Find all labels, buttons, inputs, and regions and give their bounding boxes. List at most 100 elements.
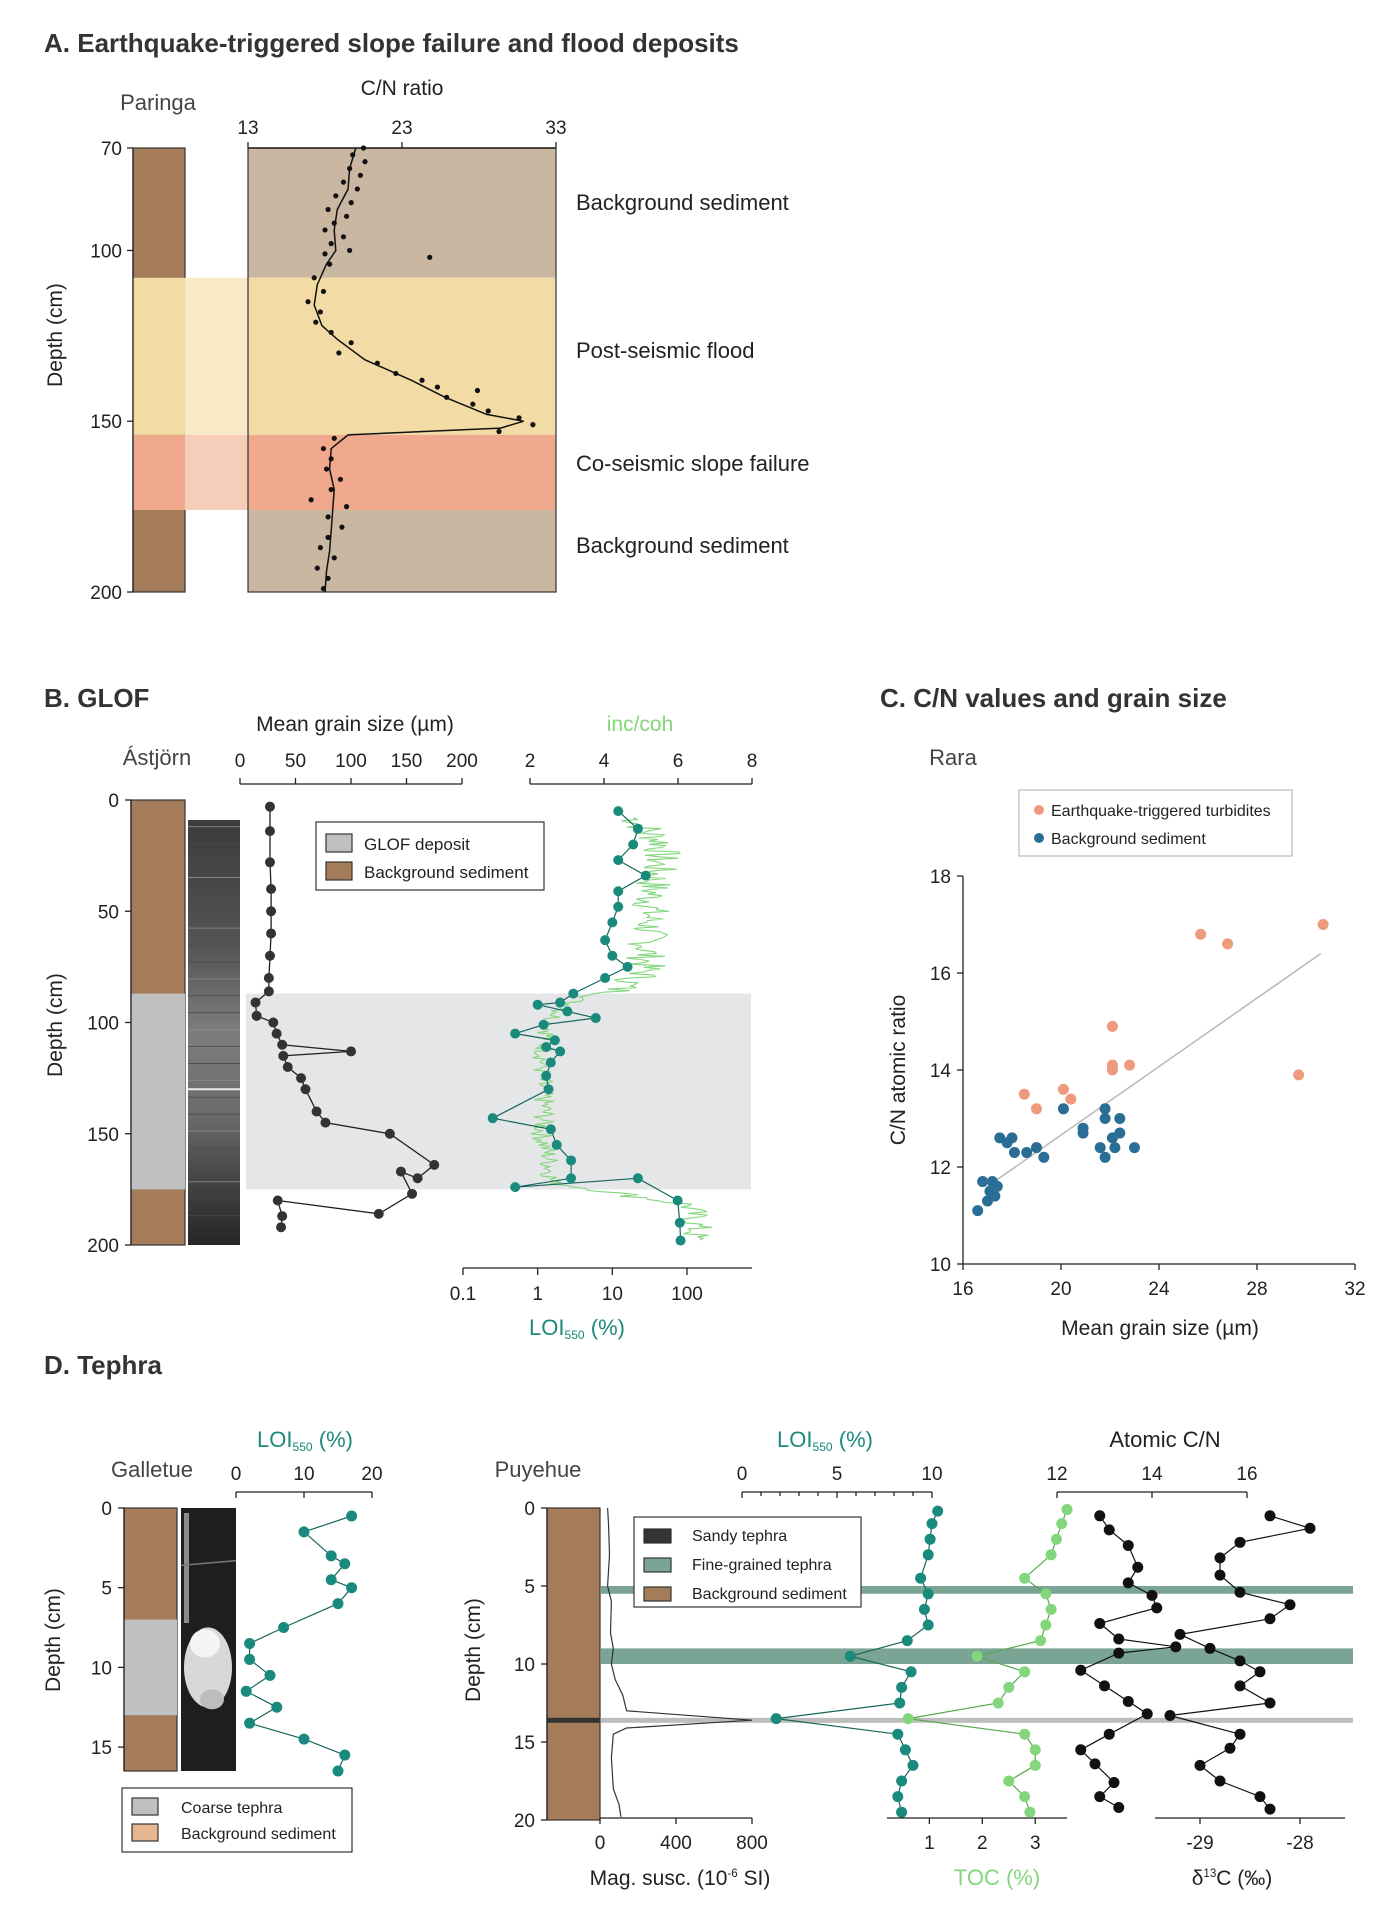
d2-y-axis-label: Depth (cm) [462, 1598, 485, 1702]
a-zone-band [248, 148, 556, 278]
d2-d13c-point [1164, 1709, 1176, 1721]
b-grain-point [296, 1073, 307, 1084]
c-background-point [1057, 1103, 1069, 1115]
c-background-point [1099, 1113, 1111, 1124]
a-data-point [325, 575, 331, 581]
b-grain-tick-label: 150 [391, 751, 423, 772]
c-background-point [991, 1180, 1003, 1192]
d2-loi-point [770, 1713, 782, 1725]
d2-cn-point [1094, 1510, 1106, 1522]
a-data-point [322, 251, 328, 257]
d1-loi-point [339, 1558, 351, 1570]
d2-legend-swatch-background [643, 1586, 672, 1602]
a-data-point [311, 275, 317, 281]
d1-loi-point [332, 1598, 344, 1610]
b-loi-point [545, 1057, 556, 1068]
d2-mag-tick-label: 400 [660, 1833, 692, 1854]
b-y-tick-label: 150 [87, 1125, 119, 1146]
b-grain-point [407, 1188, 418, 1199]
a-data-point [325, 534, 331, 540]
a-data-point [320, 288, 327, 295]
d2-toc-axis-label: TOC (%) [954, 1865, 1040, 1890]
d2-toc-tick-label: 3 [1030, 1833, 1041, 1854]
d1-loi-point [244, 1717, 256, 1729]
b-loi-point [607, 950, 618, 961]
d2-d13c-point [1204, 1642, 1216, 1654]
b-legend-background: Background sediment [364, 863, 529, 882]
d2-toc-point [992, 1697, 1004, 1709]
a-data-point [348, 340, 354, 346]
d2-toc-point [1056, 1518, 1068, 1530]
b-loi-point [628, 839, 639, 850]
a-y-tick-label: 150 [90, 412, 122, 433]
c-background-point [972, 1205, 984, 1217]
d1-loi-point [298, 1526, 310, 1538]
d2-cn-point [1132, 1561, 1144, 1573]
a-data-point [360, 145, 367, 151]
d2-d13c-point [1304, 1522, 1316, 1534]
c-trendline [987, 952, 1322, 1188]
a-data-point [337, 476, 343, 482]
d2-core-column [546, 1507, 601, 1821]
d2-cn-point [1113, 1802, 1125, 1814]
c-legend-swatch-turbidites [1034, 805, 1044, 815]
d2-loi-point [918, 1603, 930, 1615]
d2-cn-point [1108, 1777, 1120, 1789]
b-grain-point [412, 1173, 423, 1184]
c-x-tick-label: 24 [1148, 1279, 1170, 1300]
core-label-galletue: Galletue [111, 1457, 193, 1482]
c-background-point [1114, 1113, 1126, 1124]
d2-toc-point [971, 1650, 983, 1662]
b-grain-point [277, 1039, 288, 1050]
a-data-point [374, 360, 380, 366]
d2-legend-background: Background sediment [692, 1586, 847, 1603]
c-turbidite-point [1195, 928, 1207, 940]
d2-loi-point [844, 1650, 856, 1662]
b-loi-point [632, 1173, 643, 1184]
c-background-point [1114, 1127, 1126, 1139]
d2-toc-point [1045, 1603, 1057, 1615]
d2-loi-axis-label: LOI550 (%) [777, 1427, 873, 1454]
b-grain-point [268, 1017, 279, 1028]
b-loi-point [549, 1035, 560, 1046]
b-y-tick-label: 100 [87, 1014, 119, 1035]
d2-loi-point [892, 1728, 904, 1740]
d1-loi-point [278, 1622, 290, 1634]
d2-d13c-point [1174, 1628, 1186, 1640]
d1-loi-tick-label: 0 [231, 1464, 242, 1485]
d2-toc-point [902, 1713, 914, 1725]
d1-photo-edge [184, 1513, 189, 1623]
a-data-point [340, 234, 347, 240]
b-loi-point [510, 1028, 521, 1039]
a-data-point [347, 165, 353, 172]
b-grain-point [264, 801, 275, 812]
b-loi-point [613, 855, 624, 866]
d2-loi-point [922, 1588, 934, 1600]
d2-cn-point [1151, 1602, 1163, 1614]
d1-y-tick-label: 10 [91, 1658, 112, 1679]
d2-toc-point [1019, 1572, 1031, 1584]
core-label-astjorn: Ástjörn [123, 745, 191, 770]
b-grain-point [263, 986, 274, 997]
a-data-point [331, 220, 337, 226]
b-loi-point [541, 1041, 552, 1052]
a-x-axis-label: C/N ratio [361, 77, 444, 100]
b-legend-swatch-background [325, 861, 353, 881]
d2-d13c-axis-label: δ13C (‰) [1192, 1867, 1273, 1890]
b-loi-point [675, 1235, 686, 1246]
a-data-point [485, 408, 491, 414]
b-grain-tick-label: 0 [235, 751, 246, 772]
d2-toc-tick-label: 2 [977, 1833, 988, 1854]
d2-mag-line [606, 1507, 753, 1817]
c-y-tick-label: 14 [930, 1061, 952, 1082]
d2-core-sandy [547, 1717, 600, 1723]
a-zone-band [248, 510, 556, 592]
a-data-point [327, 261, 333, 267]
b-loi-tick-label: 1 [532, 1284, 543, 1305]
a-data-point [419, 377, 425, 383]
b-loi-point [613, 901, 624, 912]
b-grain-point [264, 857, 275, 868]
b-grain-point [251, 1010, 262, 1021]
a-data-point [393, 370, 399, 377]
d1-loi-point [346, 1510, 358, 1522]
